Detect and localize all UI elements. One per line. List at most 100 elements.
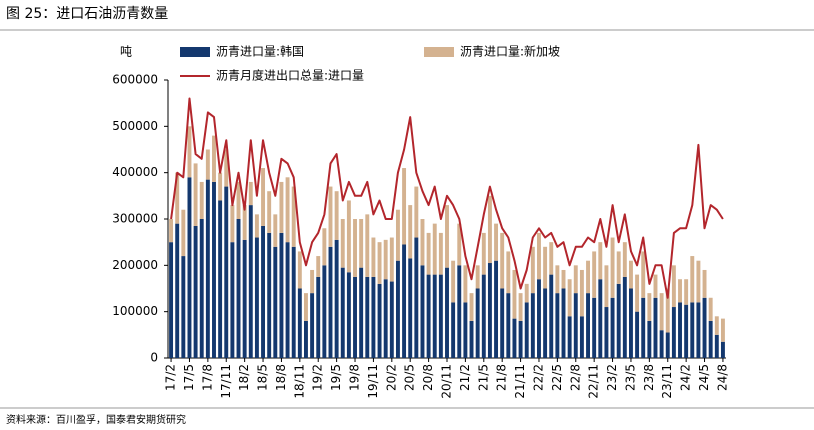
bar (334, 191, 339, 240)
bar (647, 293, 652, 321)
bar (205, 149, 210, 180)
bar (684, 304, 689, 358)
bar (647, 320, 652, 358)
legend-swatch (180, 47, 210, 57)
bar (236, 181, 241, 219)
bar (322, 265, 327, 358)
bar (487, 195, 492, 264)
x-tick-label: 18/11 (292, 364, 306, 399)
legend-label: 沥青月度进出口总量:进口量 (216, 68, 364, 83)
bar (653, 297, 658, 358)
bar (328, 246, 333, 358)
bar (420, 265, 425, 358)
bar (224, 149, 229, 187)
bar (254, 214, 259, 238)
bar (586, 293, 590, 358)
bar (248, 205, 253, 358)
bar (622, 276, 627, 358)
bar (530, 293, 535, 358)
bar (487, 263, 492, 358)
bar (659, 330, 664, 358)
bar (555, 293, 560, 358)
x-tick-label: 20/8 (421, 364, 435, 391)
bar (432, 274, 437, 358)
bar (328, 186, 333, 247)
x-tick-label: 24/5 (697, 364, 711, 391)
bar (359, 219, 364, 268)
x-tick-label: 20/5 (403, 364, 417, 391)
bar (543, 288, 548, 358)
bar (665, 288, 670, 333)
bar (469, 320, 474, 358)
bar (438, 274, 443, 358)
bar (635, 274, 640, 312)
bar (500, 288, 505, 358)
bar (304, 293, 308, 321)
y-tick-label: 600000 (112, 73, 158, 87)
bar (414, 237, 419, 358)
y-tick-label: 300000 (112, 212, 158, 226)
bar (175, 172, 180, 224)
bar (322, 228, 327, 266)
bar (702, 297, 707, 358)
y-tick-label: 0 (150, 351, 158, 365)
bar (273, 214, 278, 247)
bar (592, 297, 597, 358)
bar (708, 320, 713, 358)
bar (714, 316, 719, 335)
x-tick-label: 18/2 (237, 364, 251, 391)
bar (555, 265, 560, 294)
x-tick-label: 19/11 (366, 364, 380, 399)
chart-title: 图 25：进口石油沥青数量 (6, 6, 168, 22)
x-tick-label: 19/5 (329, 364, 343, 391)
x-tick-label: 17/5 (182, 364, 196, 391)
bar (279, 181, 284, 233)
bar (310, 293, 315, 358)
bar (604, 265, 609, 308)
x-tick-label: 18/5 (256, 364, 270, 391)
bar (242, 239, 247, 358)
x-tick-label: 23/2 (605, 364, 619, 391)
bar (340, 219, 345, 268)
bar (678, 302, 682, 358)
bar (445, 205, 449, 268)
bar (567, 316, 572, 358)
x-tick-label: 21/11 (513, 364, 527, 399)
bar (475, 265, 480, 289)
bar (389, 281, 394, 358)
bar (494, 223, 499, 261)
bar (720, 341, 725, 358)
bar (530, 246, 535, 294)
bar (628, 288, 633, 358)
bar (506, 251, 511, 294)
bar (316, 256, 321, 277)
x-tick-label: 17/2 (164, 364, 178, 391)
bar (475, 288, 480, 358)
bar (524, 283, 529, 303)
bar (445, 267, 449, 358)
bar (610, 297, 615, 358)
bar (592, 251, 597, 298)
bar (696, 260, 701, 303)
bar (420, 219, 425, 266)
bar (402, 244, 407, 358)
x-tick-label: 23/8 (642, 364, 656, 391)
bar (457, 265, 462, 358)
bar (616, 251, 621, 284)
x-tick-label: 22/5 (550, 364, 564, 391)
bar (267, 232, 272, 358)
bar (285, 177, 290, 243)
bar (297, 251, 302, 289)
bar (212, 181, 216, 358)
bar (500, 232, 505, 289)
bar (261, 225, 266, 358)
x-tick-label: 22/11 (587, 364, 601, 399)
x-tick-label: 21/5 (476, 364, 490, 391)
bar (506, 293, 511, 358)
bar (598, 242, 603, 280)
bar (469, 293, 474, 321)
x-tick-label: 24/2 (679, 364, 693, 391)
bar (561, 269, 566, 289)
bar (340, 267, 345, 358)
bar (549, 274, 554, 358)
